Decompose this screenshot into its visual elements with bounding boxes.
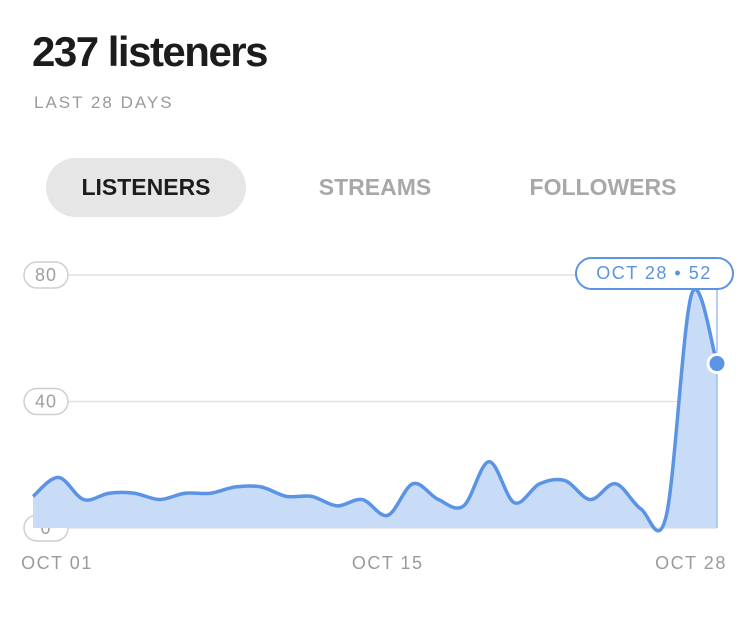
tab[interactable]: STREAMS	[318, 174, 432, 200]
tick-pill	[23, 261, 69, 289]
annotation-box	[575, 257, 734, 290]
title: 237 listeners	[32, 28, 269, 75]
x-tick-label: OCT 15	[352, 553, 424, 573]
y-tick-label: 80	[35, 265, 57, 285]
tab[interactable]: LISTENERS	[46, 158, 246, 217]
x-tick-label: OCT 28	[655, 553, 727, 573]
x-tick-label: OCT 01	[21, 553, 93, 573]
y-tick-label: 40	[35, 391, 57, 411]
annotation: OCT 28 • 52	[596, 263, 712, 283]
line	[31, 287, 719, 533]
subtitle: LAST 28 DAYS	[34, 93, 174, 112]
tick-pill	[23, 387, 69, 416]
area-fill	[33, 289, 717, 531]
highlight-point	[706, 353, 728, 375]
tab[interactable]: FOLLOWERS	[529, 174, 677, 200]
